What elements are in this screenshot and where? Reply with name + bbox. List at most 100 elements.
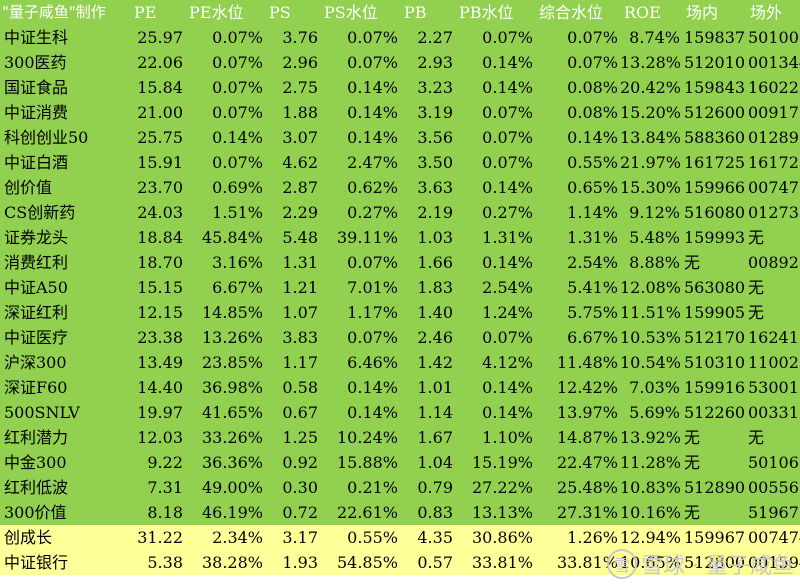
cell-combined-level: 13.97% [556,403,618,422]
cell-pe-level: 0.69% [212,178,263,197]
cell-roe: 5.48% [629,228,680,247]
cell-pe-level: 0.14% [212,128,263,147]
cell-pb: 2.19 [417,203,453,222]
cell-ps: 3.76 [282,28,318,47]
header-combined-level: 综合水位 [539,3,604,22]
cell-ps: 4.62 [282,153,318,172]
header-pe: PE [134,3,157,22]
cell-roe: 8.88% [629,253,680,272]
cell-ps: 2.75 [282,78,318,97]
cell-ps-level: 2.47% [347,153,398,172]
cell-roe: 15.30% [620,178,682,197]
cell-pb-level: 30.86% [471,528,533,547]
table-row: 消费红利 18.70 3.16% 1.31 0.07% 1.66 0.14% 2.54% 8.8… [0,250,800,275]
cell-ps-level: 0.07% [347,253,398,272]
cell-name: 证券龙头 [4,228,69,247]
cell-pe: 22.06 [137,53,183,72]
table-row: CS创新药 24.03 1.51% 2.29 0.27% 2.19 0.27% 1.14% 9.… [0,200,800,225]
cell-pe: 13.49 [137,353,183,372]
cell-pb: 1.83 [417,278,453,297]
table-row: 中证生科 25.97 0.07% 3.76 0.07% 2.27 0.07% 0.07% 8.7… [0,25,800,50]
cell-ps-level: 1.17% [347,303,398,322]
cell-pe: 15.15 [137,278,183,297]
cell-combined-level: 22.47% [556,453,618,472]
cell-ps: 1.07 [282,303,318,322]
cell-pb-level: 27.22% [471,478,533,497]
cell-ps: 3.83 [282,328,318,347]
table-row: 300医药 22.06 0.07% 2.96 0.07% 2.93 0.14% 0.07% 13… [0,50,800,75]
cell-pe: 5.38 [147,553,183,572]
watermark-text: 雪球 · 量子咸鱼 [641,554,794,579]
cell-pe: 18.70 [137,253,183,272]
cell-pb-level: 0.07% [482,28,533,47]
header-row: "量子咸鱼"制作 PE PE水位 PS PS水位 PB PB水位 综合水位 RO… [0,0,800,25]
cell-offsite: 无 [748,228,765,247]
cell-pe: 21.00 [137,103,183,122]
cell-pb: 1.14 [417,403,453,422]
cell-name: 科创创业50 [4,128,89,147]
table-row: 红利潜力 12.03 33.26% 1.25 10.24% 1.67 1.10% 14.87%… [0,425,800,450]
cell-roe: 9.12% [629,203,680,222]
header-offsite: 场外 [750,3,783,22]
cell-pb-level: 0.07% [482,328,533,347]
cell-onsite: 159966 [684,178,746,197]
cell-ps-level: 7.01% [347,278,398,297]
cell-roe: 7.03% [629,378,680,397]
cell-pb-level: 33.81% [471,553,533,572]
table-row: 300价值 8.18 46.19% 0.72 22.61% 0.83 13.13% 27.31… [0,500,800,525]
cell-name: 沪深300 [4,353,67,372]
cell-onsite: 563080 [684,278,746,297]
cell-combined-level: 0.07% [567,53,618,72]
header-roe: ROE [624,3,661,22]
cell-ps-level: 0.07% [347,328,398,347]
cell-ps: 1.21 [282,278,318,297]
cell-roe: 11.51% [620,303,682,322]
cell-pb: 1.01 [417,378,453,397]
cell-pe-level: 0.07% [212,153,263,172]
cell-pb: 3.63 [417,178,453,197]
cell-onsite: 512890 [684,478,746,497]
xueqiu-logo-icon: 雪 [607,549,638,579]
cell-ps: 1.25 [282,428,318,447]
cell-pe: 14.40 [137,378,183,397]
cell-pe: 8.18 [147,503,183,522]
cell-name: 消费红利 [4,253,69,272]
cell-ps-level: 0.14% [347,78,398,97]
cell-name: 红利低波 [4,478,69,497]
cell-roe: 21.97% [620,153,682,172]
table-row: 科创创业50 25.75 0.14% 3.07 0.14% 3.56 0.07% 0.14% 1… [0,125,800,150]
cell-onsite: 无 [684,253,701,272]
cell-pe-level: 1.51% [212,203,263,222]
cell-offsite: 501009 [748,28,800,47]
cell-pb-level: 0.07% [482,103,533,122]
cell-combined-level: 33.81% [556,553,618,572]
cell-onsite: 无 [684,453,701,472]
cell-pe: 31.22 [137,528,183,547]
cell-pb: 3.56 [417,128,453,147]
cell-onsite: 512800 [684,553,746,572]
cell-ps-level: 0.14% [347,403,398,422]
cell-ps: 2.87 [282,178,318,197]
cell-combined-level: 27.31% [556,503,618,522]
cell-roe: 12.08% [620,278,682,297]
cell-combined-level: 1.26% [567,528,618,547]
cell-name: 深证红利 [4,303,69,322]
cell-combined-level: 6.67% [567,328,618,347]
cell-combined-level: 0.14% [567,128,618,147]
cell-pb-level: 2.54% [482,278,533,297]
cell-combined-level: 0.08% [567,103,618,122]
cell-onsite: 159843 [684,78,746,97]
cell-pe-level: 45.84% [201,228,263,247]
cell-onsite: 无 [684,503,701,522]
cell-ps: 1.31 [282,253,318,272]
cell-pe-level: 13.26% [201,328,263,347]
cell-offsite: 012738 [748,203,800,222]
cell-ps: 0.67 [282,403,318,422]
cell-onsite: 159905 [684,303,746,322]
cell-offsite: 110020 [748,353,800,372]
table-row: 深证红利 12.15 14.85% 1.07 1.17% 1.40 1.24% 5.75% 11… [0,300,800,325]
cell-roe: 13.92% [620,428,682,447]
cell-offsite: 无 [748,278,765,297]
table-row: 深证F60 14.40 36.98% 0.58 0.14% 1.01 0.14% 12.42%… [0,375,800,400]
